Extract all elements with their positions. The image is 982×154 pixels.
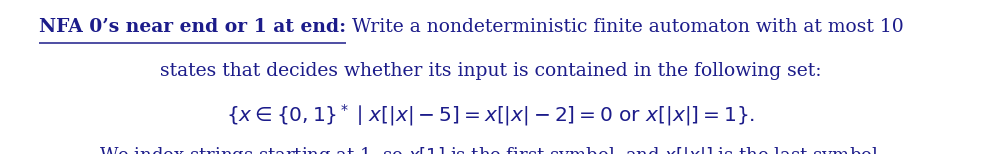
Text: We index strings starting at 1, so $x[1]$ is the first symbol, and $x[|x|]$ is t: We index strings starting at 1, so $x[1]… <box>99 145 883 154</box>
Text: Write a nondeterministic finite automaton with at most 10: Write a nondeterministic finite automato… <box>347 18 904 36</box>
Text: $\{x \in \{0,1\}^* \mid x[|x| - 5] = x[|x| - 2] = 0 \text{ or } x[|x|] = 1\}.$: $\{x \in \{0,1\}^* \mid x[|x| - 5] = x[|… <box>227 102 755 128</box>
Text: states that decides whether its input is contained in the following set:: states that decides whether its input is… <box>160 62 822 80</box>
Text: NFA 0’s near end or 1 at end:: NFA 0’s near end or 1 at end: <box>39 18 347 36</box>
